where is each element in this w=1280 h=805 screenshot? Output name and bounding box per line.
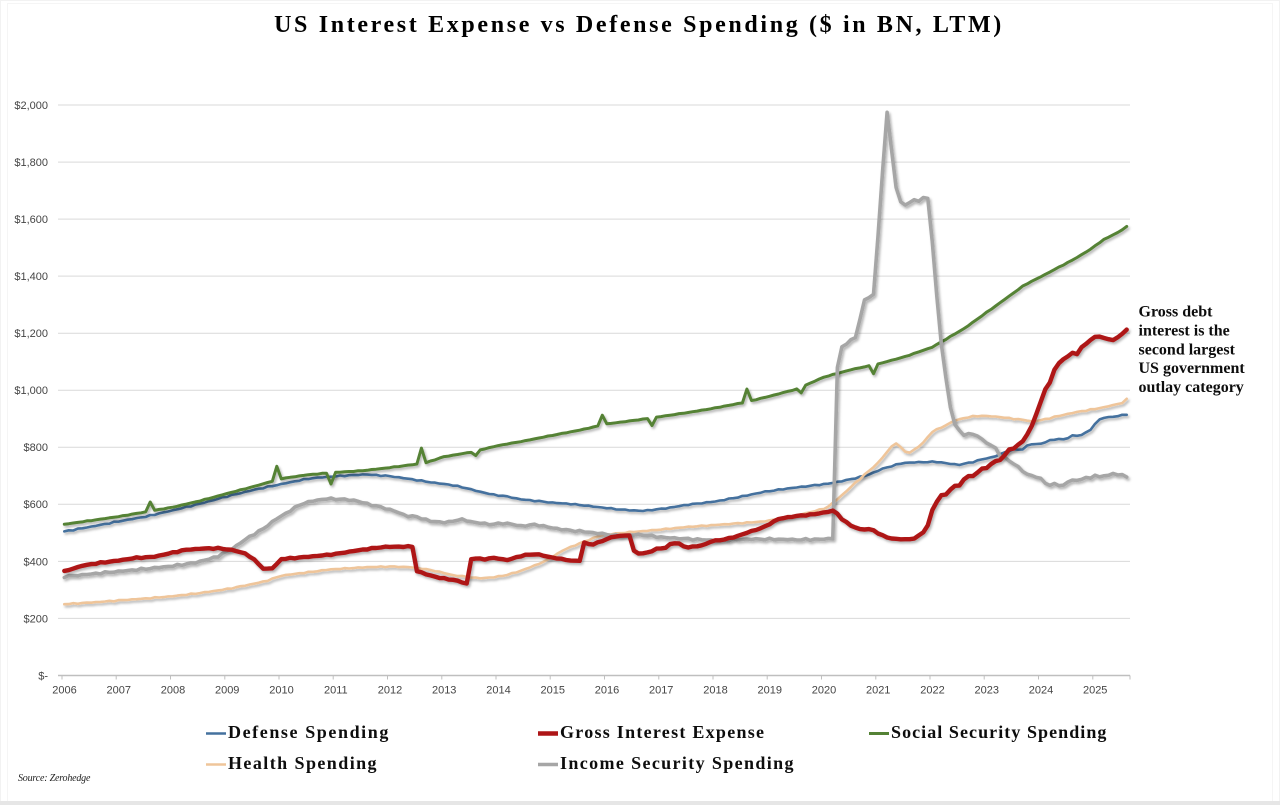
svg-text:$1,600: $1,600: [14, 214, 48, 226]
svg-text:2021: 2021: [866, 685, 890, 697]
svg-text:Health Spending: Health Spending: [228, 753, 378, 773]
svg-text:outlay category: outlay category: [1139, 379, 1244, 396]
svg-text:Social Security Spending: Social Security Spending: [891, 722, 1107, 742]
svg-text:2015: 2015: [541, 685, 565, 697]
svg-text:second largest: second largest: [1139, 341, 1236, 358]
svg-text:Income Security Spending: Income Security Spending: [560, 753, 795, 773]
svg-text:2025: 2025: [1083, 685, 1107, 697]
svg-text:$2,000: $2,000: [14, 100, 48, 112]
svg-text:$200: $200: [24, 613, 48, 625]
svg-text:Source: Zerohedge: Source: Zerohedge: [18, 773, 91, 784]
svg-text:$1,200: $1,200: [14, 328, 48, 340]
svg-text:Gross Interest Expense: Gross Interest Expense: [560, 722, 765, 742]
svg-text:2017: 2017: [649, 685, 673, 697]
svg-text:Defense Spending: Defense Spending: [228, 722, 390, 742]
svg-text:2010: 2010: [269, 685, 293, 697]
svg-text:$1,800: $1,800: [14, 157, 48, 169]
svg-text:2007: 2007: [107, 685, 131, 697]
svg-text:$800: $800: [24, 442, 48, 454]
svg-text:$1,400: $1,400: [14, 271, 48, 283]
svg-text:$600: $600: [24, 499, 48, 511]
svg-text:US government: US government: [1139, 360, 1246, 377]
svg-text:2023: 2023: [975, 685, 999, 697]
svg-text:2016: 2016: [595, 685, 619, 697]
svg-text:2008: 2008: [161, 685, 185, 697]
svg-text:2020: 2020: [812, 685, 836, 697]
svg-text:2006: 2006: [52, 685, 76, 697]
svg-text:2013: 2013: [432, 685, 456, 697]
svg-text:2022: 2022: [920, 685, 944, 697]
svg-text:Gross debt: Gross debt: [1139, 304, 1214, 321]
svg-text:2019: 2019: [758, 685, 782, 697]
svg-text:2014: 2014: [486, 685, 510, 697]
svg-text:2024: 2024: [1029, 685, 1053, 697]
svg-text:2012: 2012: [378, 685, 402, 697]
svg-text:interest is the: interest is the: [1139, 322, 1230, 339]
svg-text:$400: $400: [24, 556, 48, 568]
svg-text:$1,000: $1,000: [14, 385, 48, 397]
svg-text:2011: 2011: [324, 685, 348, 697]
svg-text:2018: 2018: [703, 685, 727, 697]
svg-text:US Interest Expense vs Defense: US Interest Expense vs Defense Spending …: [274, 12, 1004, 38]
svg-text:2009: 2009: [215, 685, 239, 697]
svg-text:$-: $-: [38, 670, 48, 682]
